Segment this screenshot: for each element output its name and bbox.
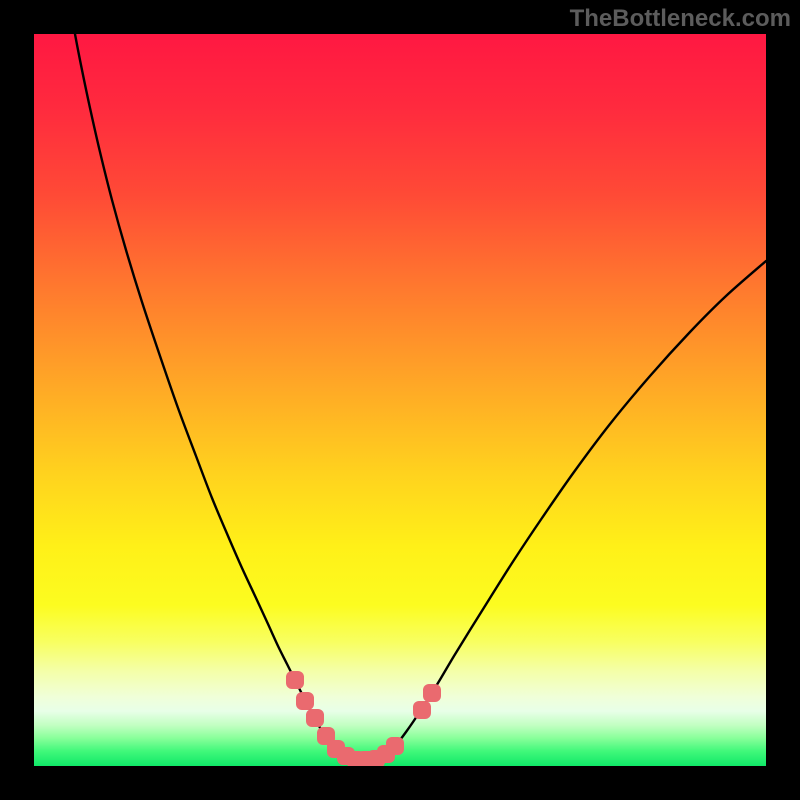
watermark-text: TheBottleneck.com — [570, 5, 791, 33]
curve-marker — [296, 692, 314, 710]
curve-marker — [286, 671, 304, 689]
plot-gradient-background — [34, 34, 766, 766]
curve-marker — [413, 701, 431, 719]
curve-marker — [306, 709, 324, 727]
chart-root: TheBottleneck.com — [0, 0, 800, 800]
chart-svg — [0, 0, 800, 800]
curve-marker — [386, 737, 404, 755]
curve-marker — [423, 684, 441, 702]
